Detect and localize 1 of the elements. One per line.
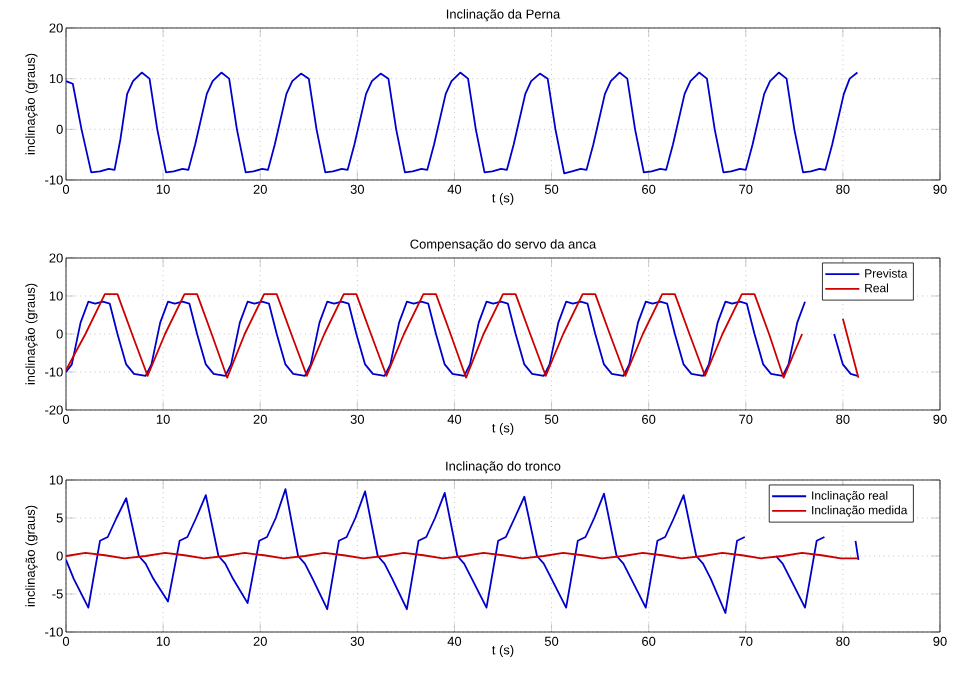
line-series	[66, 71, 859, 175]
